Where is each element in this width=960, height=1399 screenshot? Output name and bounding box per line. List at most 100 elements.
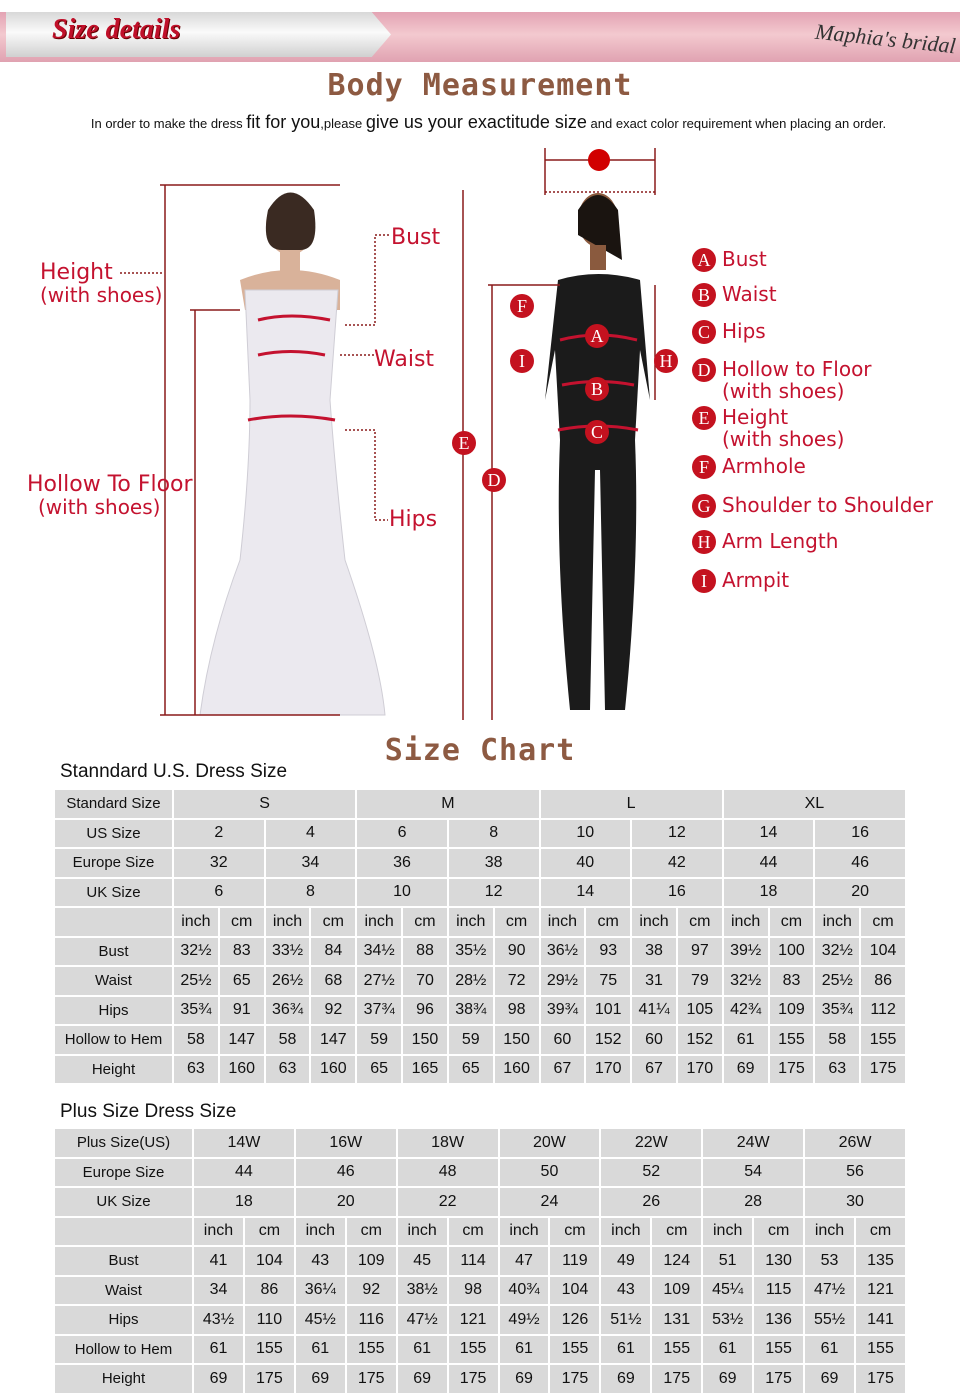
table-cell: 61 <box>295 1335 345 1363</box>
unit-header: cm <box>448 1217 498 1245</box>
table-cell: 155 <box>855 1335 905 1363</box>
size-header: 16W <box>295 1129 396 1157</box>
banner-tab <box>6 12 391 57</box>
dress-figure <box>199 192 386 716</box>
row-label: Plus Size(US) <box>55 1129 192 1157</box>
table-cell: 155 <box>346 1335 396 1363</box>
table-cell: 38½ <box>397 1276 447 1304</box>
table-cell: 69 <box>194 1365 243 1393</box>
table-cell: 155 <box>754 1335 804 1363</box>
table-cell: 25½ <box>174 967 218 995</box>
marker-a: A <box>585 324 609 348</box>
unit-header: inch <box>265 908 310 936</box>
table-cell: 51½ <box>601 1306 651 1334</box>
table-row: Standard Size S M L XL <box>55 790 905 818</box>
table-cell: 22 <box>397 1188 498 1216</box>
unit-header: cm <box>494 908 539 936</box>
table-cell: 116 <box>346 1306 396 1334</box>
table-cell: 42 <box>632 849 722 877</box>
table-cell: 31 <box>632 967 676 995</box>
table-cell: 175 <box>244 1365 294 1393</box>
table-cell: 43 <box>601 1276 651 1304</box>
table-row: Height 69 175 69 175 69 175 69 175 69 175 69 175 69 17… <box>55 1365 905 1393</box>
table-cell: 44 <box>194 1158 294 1186</box>
table-cell: 147 <box>311 1026 356 1054</box>
table-cell: 109 <box>769 996 814 1024</box>
table-cell: 26 <box>601 1188 702 1216</box>
table-cell: 40 <box>540 849 631 877</box>
table-cell: 38 <box>632 937 676 965</box>
table-cell: 152 <box>677 1026 722 1054</box>
table-cell: 20 <box>815 878 905 906</box>
table-row: UK Size 18 20 22 24 26 28 30 <box>55 1188 905 1216</box>
table-cell: 53 <box>805 1247 854 1275</box>
unit-header: cm <box>244 1217 294 1245</box>
table-cell: 41 <box>194 1247 243 1275</box>
table-cell: 61 <box>703 1335 753 1363</box>
standard-size-title: Stanndard U.S. Dress Size <box>60 761 288 782</box>
table-cell: 58 <box>265 1026 310 1054</box>
legend-item: H Arm Length <box>692 530 838 554</box>
row-label: Standard Size <box>55 790 172 818</box>
table-row: Waist 25½ 65 26½ 68 27½ 70 28½ 72 29½ 75 31 79 32½ 83 2… <box>55 967 905 995</box>
row-label: US Size <box>55 819 172 847</box>
table-cell: 51 <box>703 1247 753 1275</box>
table-cell: 38¾ <box>448 996 493 1024</box>
unit-header: cm <box>677 908 722 936</box>
row-label: Waist <box>55 1276 192 1304</box>
measurement-illustration <box>120 148 656 720</box>
legend-item: B Waist <box>692 283 777 307</box>
table-cell: 16 <box>815 819 905 847</box>
plus-size-title: Plus Size Dress Size <box>60 1101 237 1122</box>
table-cell: 28½ <box>448 967 493 995</box>
marker-i: I <box>510 349 534 373</box>
row-label: UK Size <box>55 878 172 906</box>
table-cell: 32½ <box>174 937 218 965</box>
unit-header: cm <box>346 1217 396 1245</box>
size-header: 26W <box>805 1129 905 1157</box>
table-cell: 63 <box>265 1055 310 1083</box>
size-header: 22W <box>601 1129 702 1157</box>
bodysuit-figure <box>545 193 650 710</box>
table-cell: 126 <box>550 1306 600 1334</box>
table-cell: 83 <box>219 937 264 965</box>
table-cell: 55½ <box>805 1306 854 1334</box>
table-cell: 14 <box>540 878 631 906</box>
table-row: inch cm inch cm inch cm inch cm inch cm inch cm inch… <box>55 1217 905 1245</box>
table-cell: 47½ <box>805 1276 854 1304</box>
table-cell: 45 <box>397 1247 447 1275</box>
row-label: Bust <box>55 1247 192 1275</box>
table-cell: 109 <box>652 1276 702 1304</box>
table-cell: 175 <box>754 1365 804 1393</box>
table-cell: 49 <box>601 1247 651 1275</box>
table-cell: 98 <box>494 996 539 1024</box>
table-cell: 69 <box>397 1365 447 1393</box>
table-cell: 155 <box>861 1026 905 1054</box>
marker-d: D <box>482 468 506 492</box>
table-cell: 79 <box>677 967 722 995</box>
table-cell: 69 <box>723 1055 768 1083</box>
table-cell: 61 <box>397 1335 447 1363</box>
row-label: Hollow to Hem <box>55 1335 192 1363</box>
size-header: 18W <box>397 1129 498 1157</box>
label-hollow-to-floor: Hollow To Floor (with shoes) <box>27 472 193 519</box>
table-cell: 90 <box>494 937 539 965</box>
table-cell: 175 <box>769 1055 814 1083</box>
empty-cell <box>55 908 172 936</box>
row-label: Height <box>55 1055 172 1083</box>
table-cell: 119 <box>550 1247 600 1275</box>
table-cell: 18 <box>723 878 814 906</box>
table-row: inch cm inch cm inch cm inch cm inch cm inch cm inch… <box>55 908 905 936</box>
table-cell: 155 <box>244 1335 294 1363</box>
legend-item: G Shoulder to Shoulder <box>692 494 933 518</box>
table-cell: 8 <box>265 878 356 906</box>
unit-header: inch <box>397 1217 447 1245</box>
unit-header: cm <box>855 1217 905 1245</box>
row-label: Europe Size <box>55 849 172 877</box>
table-cell: 14 <box>723 819 814 847</box>
table-cell: 48 <box>397 1158 498 1186</box>
table-cell: 35¾ <box>815 996 860 1024</box>
table-cell: 92 <box>346 1276 396 1304</box>
table-cell: 12 <box>632 819 722 847</box>
size-group-header: M <box>357 790 539 818</box>
